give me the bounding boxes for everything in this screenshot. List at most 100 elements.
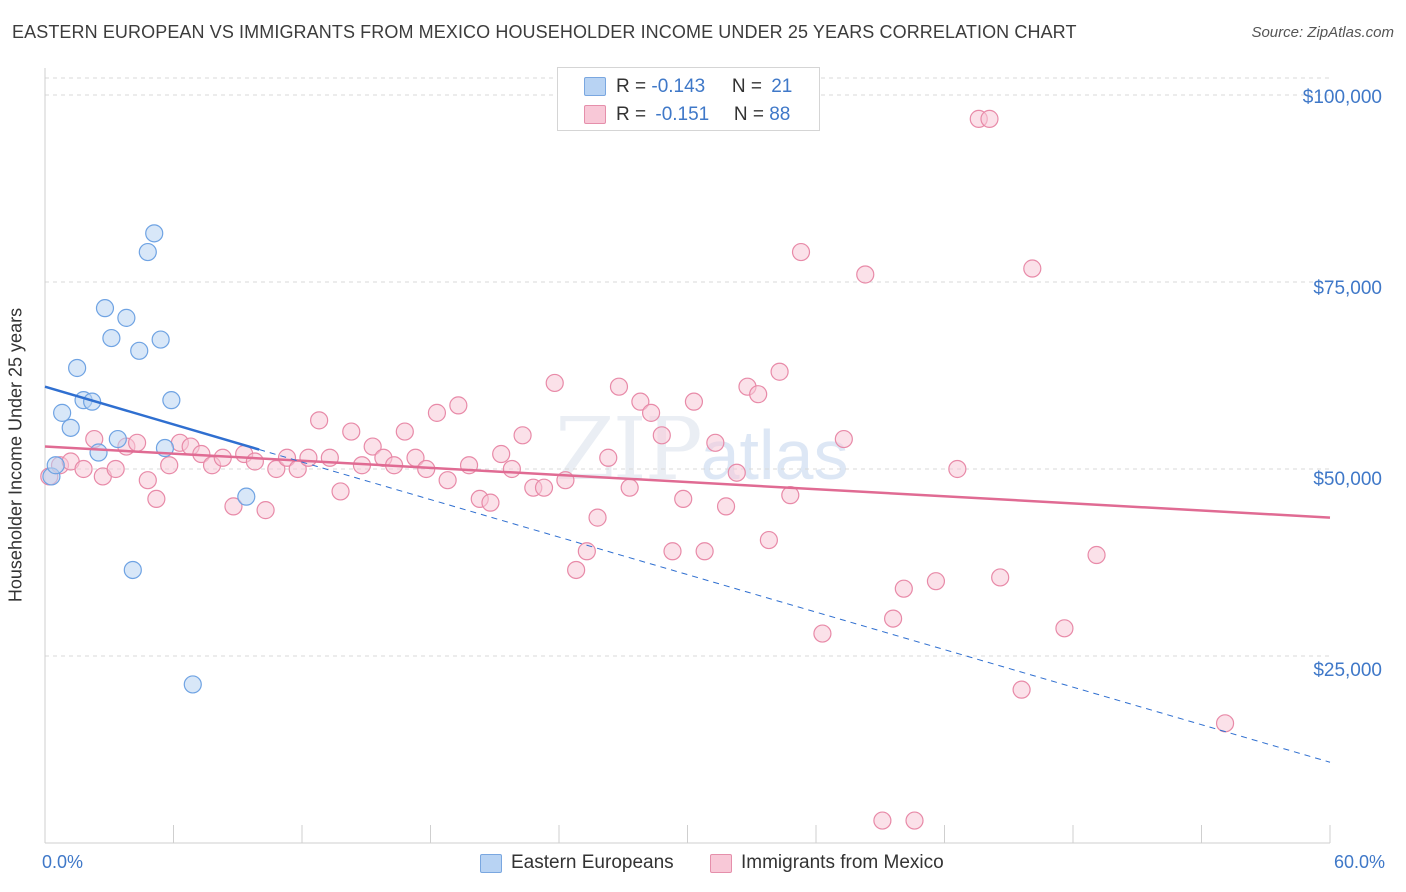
mexico-immigrants-point bbox=[160, 456, 179, 475]
mexico-immigrants-point bbox=[716, 497, 736, 516]
mexico-immigrants-point bbox=[674, 489, 693, 509]
r-value: -0.143 bbox=[651, 76, 706, 97]
mexico-immigrants-point bbox=[1055, 619, 1074, 638]
source-label: Source: ZipAtlas.com bbox=[1251, 24, 1394, 41]
mexico-immigrants-point bbox=[534, 478, 554, 497]
mexico-immigrants-point bbox=[749, 385, 768, 404]
r-value: -0.151 bbox=[655, 104, 710, 125]
y-tick-label: $75,000 bbox=[1313, 278, 1382, 299]
mexico-immigrants-point bbox=[331, 482, 350, 501]
n-value: 21 bbox=[771, 76, 793, 97]
mexico-immigrants-point bbox=[567, 560, 586, 580]
stats-row-eastern-europeans: R = -0.143 N = 21 bbox=[616, 76, 792, 98]
mexico-immigrants-point bbox=[813, 624, 832, 643]
mexico-immigrants-point bbox=[342, 422, 361, 441]
eastern-europeans-trendline-extension bbox=[259, 449, 1331, 763]
mexico-immigrants-point bbox=[106, 459, 125, 479]
mexico-immigrants-point bbox=[588, 508, 607, 527]
eastern-europeans-point bbox=[46, 456, 65, 475]
mexico-immigrants-point bbox=[502, 459, 521, 479]
eastern-europeans-point bbox=[68, 358, 87, 378]
mexico-immigrants-point bbox=[427, 403, 447, 422]
mexico-immigrants-point bbox=[449, 396, 468, 415]
eastern-europeans-point bbox=[138, 242, 157, 262]
n-label: N = bbox=[731, 76, 768, 97]
y-tick-label: $25,000 bbox=[1313, 660, 1382, 681]
mexico-immigrants-point bbox=[905, 811, 924, 830]
eastern-europeans-point bbox=[61, 418, 80, 437]
legend-swatch-pink bbox=[710, 854, 732, 873]
mexico-immigrants-point bbox=[438, 471, 457, 490]
mexico-immigrants-point bbox=[277, 448, 297, 467]
mexico-immigrants-point bbox=[395, 422, 414, 441]
mexico-immigrants-point bbox=[991, 568, 1010, 587]
eastern-europeans-trendline bbox=[44, 385, 260, 451]
mexico-immigrants-point bbox=[224, 497, 243, 516]
mexico-immigrants-point bbox=[577, 542, 596, 561]
mexico-immigrants-point bbox=[609, 377, 629, 396]
eastern-europeans-point bbox=[102, 328, 121, 348]
mexico-immigrants-point bbox=[513, 426, 532, 445]
mexico-immigrants-point bbox=[363, 437, 382, 456]
mexico-immigrants-point bbox=[926, 572, 946, 591]
mexico-immigrants-point bbox=[138, 471, 157, 490]
mexico-immigrants-point bbox=[695, 542, 714, 561]
mexico-immigrants-point bbox=[856, 265, 875, 284]
mexico-immigrants-point bbox=[834, 429, 853, 449]
eastern-europeans-point bbox=[108, 429, 127, 449]
mexico-immigrants-point bbox=[1215, 714, 1235, 733]
mexico-immigrants-point bbox=[652, 426, 671, 445]
mexico-immigrants-point bbox=[74, 459, 93, 479]
watermark-atlas: atlas bbox=[700, 416, 849, 494]
chart-title: EASTERN EUROPEAN VS IMMIGRANTS FROM MEXI… bbox=[12, 22, 1077, 42]
eastern-europeans-point bbox=[183, 675, 202, 694]
mexico-immigrants-point bbox=[256, 501, 275, 520]
mexico-immigrants-point bbox=[481, 493, 500, 512]
mexico-immigrants-point bbox=[545, 373, 564, 393]
mexico-immigrants-point bbox=[245, 452, 264, 471]
mexico-immigrants-point bbox=[127, 433, 147, 452]
mexico-immigrants-point bbox=[948, 459, 967, 479]
n-label: N = bbox=[733, 104, 770, 125]
legend-label: Immigrants from Mexico bbox=[741, 852, 944, 873]
mexico-immigrants-point bbox=[980, 109, 999, 128]
legend-swatch-blue bbox=[480, 854, 502, 873]
eastern-europeans-point bbox=[95, 299, 115, 318]
r-label: R = bbox=[616, 76, 652, 97]
mexico-immigrants-point bbox=[663, 542, 682, 561]
eastern-europeans-point bbox=[145, 224, 164, 243]
mexico-immigrants-point bbox=[759, 530, 778, 550]
legend-label: Eastern Europeans bbox=[511, 852, 674, 873]
eastern-europeans-point bbox=[237, 487, 256, 506]
y-tick-label: $50,000 bbox=[1313, 469, 1382, 490]
legend-swatch-blue bbox=[584, 77, 606, 96]
x-tick-label-max: 60.0% bbox=[1334, 852, 1386, 872]
mexico-immigrants-point bbox=[873, 811, 892, 830]
mexico-immigrants-point bbox=[894, 579, 913, 598]
mexico-immigrants-point bbox=[147, 489, 166, 509]
mexico-immigrants-point bbox=[641, 403, 661, 422]
eastern-europeans-point bbox=[123, 560, 142, 580]
stats-row-immigrants-from-mexico: R = -0.151 N = 88 bbox=[616, 104, 790, 126]
eastern-europeans-point bbox=[130, 341, 149, 360]
mexico-immigrants-point bbox=[684, 392, 704, 411]
mexico-immigrants-trendline bbox=[44, 445, 1331, 519]
mexico-immigrants-point bbox=[1087, 545, 1106, 565]
n-value: 88 bbox=[769, 104, 791, 125]
r-label: R = bbox=[616, 104, 652, 125]
mexico-immigrants-point bbox=[883, 609, 903, 628]
eastern-europeans-point bbox=[151, 330, 170, 349]
mexico-immigrants-point bbox=[770, 362, 789, 381]
y-tick-label: $100,000 bbox=[1302, 87, 1382, 108]
mexico-immigrants-point bbox=[492, 444, 511, 464]
mexico-immigrants-point bbox=[310, 411, 329, 430]
eastern-europeans-point bbox=[53, 403, 72, 422]
mexico-immigrants-point bbox=[727, 463, 746, 482]
legend-swatch-pink bbox=[584, 105, 606, 124]
mexico-immigrants-point bbox=[631, 392, 650, 411]
mexico-immigrants-point bbox=[620, 478, 639, 497]
eastern-europeans-point bbox=[162, 391, 181, 410]
mexico-immigrants-point bbox=[1012, 680, 1031, 699]
mexico-immigrants-point bbox=[1023, 259, 1042, 278]
